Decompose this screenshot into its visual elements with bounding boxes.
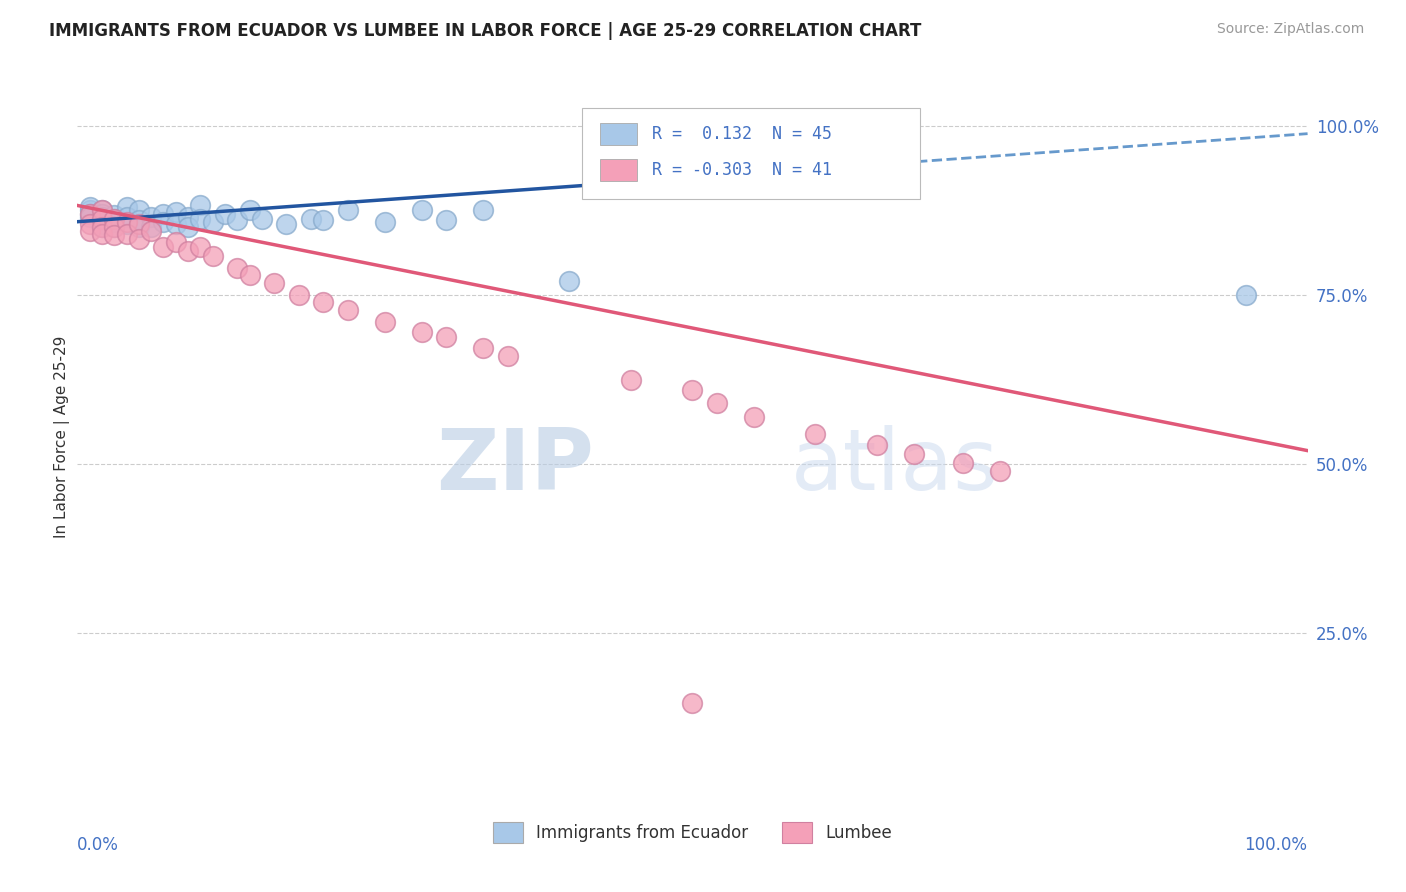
Point <box>90 206 114 220</box>
Point <box>866 438 889 452</box>
Point <box>90 213 114 227</box>
Point <box>337 203 360 218</box>
Point <box>988 464 1011 478</box>
Text: R = -0.303  N = 41: R = -0.303 N = 41 <box>652 161 832 179</box>
Point <box>90 220 114 235</box>
Point <box>141 210 163 224</box>
Point <box>201 215 224 229</box>
Point <box>165 217 187 231</box>
Point <box>90 203 114 218</box>
Point <box>103 228 125 243</box>
Text: R =  0.132  N = 45: R = 0.132 N = 45 <box>652 125 832 143</box>
Point <box>952 456 974 470</box>
Point <box>177 210 200 224</box>
Point <box>742 409 765 424</box>
Point <box>141 220 163 235</box>
Point <box>103 212 125 227</box>
Point <box>165 205 187 219</box>
Bar <box>600 122 637 145</box>
Point <box>263 276 285 290</box>
Point <box>115 227 138 241</box>
Point <box>201 249 224 263</box>
Point <box>79 203 101 218</box>
Point <box>374 215 396 229</box>
Text: atlas: atlas <box>792 425 998 508</box>
Point <box>436 213 458 227</box>
Point <box>682 696 704 710</box>
Point <box>152 240 174 254</box>
Text: ZIP: ZIP <box>436 425 595 508</box>
Point <box>90 210 114 224</box>
Point <box>103 220 125 235</box>
Point <box>115 210 138 224</box>
Bar <box>600 159 637 181</box>
Text: IMMIGRANTS FROM ECUADOR VS LUMBEE IN LABOR FORCE | AGE 25-29 CORRELATION CHART: IMMIGRANTS FROM ECUADOR VS LUMBEE IN LAB… <box>49 22 921 40</box>
Point <box>165 235 187 249</box>
Text: 100.0%: 100.0% <box>1244 836 1308 854</box>
Point <box>226 260 249 275</box>
Point <box>90 212 114 227</box>
Point <box>1234 288 1257 302</box>
Point <box>79 217 101 231</box>
Point <box>103 212 125 227</box>
Point <box>558 274 581 288</box>
Point <box>90 227 114 241</box>
Point <box>90 217 114 231</box>
Point <box>103 208 125 222</box>
Point <box>115 217 138 231</box>
Point <box>177 220 200 235</box>
Point <box>804 426 827 441</box>
Point <box>472 203 495 218</box>
Point <box>79 223 101 237</box>
Point <box>288 288 311 302</box>
Point <box>411 203 433 218</box>
Point <box>128 232 150 246</box>
Point <box>903 447 925 461</box>
Text: Source: ZipAtlas.com: Source: ZipAtlas.com <box>1216 22 1364 37</box>
Point <box>214 206 236 220</box>
Legend: Immigrants from Ecuador, Lumbee: Immigrants from Ecuador, Lumbee <box>486 815 898 849</box>
Point <box>239 268 262 282</box>
Point <box>90 203 114 218</box>
Point <box>177 244 200 258</box>
Point <box>188 198 212 212</box>
Point <box>226 213 249 227</box>
Point <box>496 349 519 363</box>
Point <box>436 330 458 344</box>
Point <box>250 212 273 227</box>
Point <box>299 212 322 227</box>
Point <box>312 213 335 227</box>
FancyBboxPatch shape <box>582 108 920 200</box>
Point <box>152 206 174 220</box>
Point <box>115 215 138 229</box>
Point <box>620 372 643 386</box>
Point <box>472 341 495 355</box>
Point <box>276 217 298 231</box>
Point <box>682 383 704 397</box>
Point <box>188 212 212 227</box>
Point <box>706 396 728 410</box>
Text: 0.0%: 0.0% <box>77 836 120 854</box>
Point <box>128 217 150 231</box>
Point <box>411 325 433 339</box>
Point <box>128 203 150 218</box>
Point <box>188 240 212 254</box>
Point <box>128 213 150 227</box>
Point <box>79 206 101 220</box>
Point <box>90 220 114 235</box>
Point <box>103 220 125 235</box>
Point <box>337 302 360 317</box>
Point <box>79 200 101 214</box>
Point <box>141 223 163 237</box>
Point <box>152 215 174 229</box>
Point <box>79 210 101 224</box>
Point <box>312 294 335 309</box>
Point <box>239 203 262 218</box>
Y-axis label: In Labor Force | Age 25-29: In Labor Force | Age 25-29 <box>55 336 70 538</box>
Point <box>374 315 396 329</box>
Point <box>103 215 125 229</box>
Point <box>115 200 138 214</box>
Point <box>79 206 101 220</box>
Point <box>128 220 150 235</box>
